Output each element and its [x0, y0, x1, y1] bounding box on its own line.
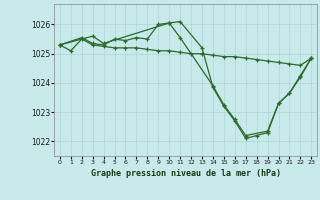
- X-axis label: Graphe pression niveau de la mer (hPa): Graphe pression niveau de la mer (hPa): [91, 169, 281, 178]
